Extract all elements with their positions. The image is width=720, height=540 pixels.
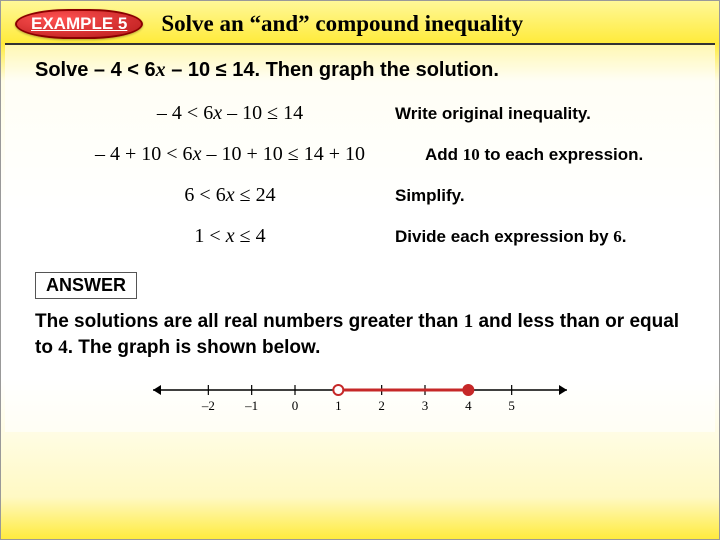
step-math: – 4 < 6x – 10 ≤ 14 [35, 102, 395, 125]
step-row: – 4 + 10 < 6x – 10 + 10 ≤ 14 + 10 Add 10… [35, 143, 685, 166]
svg-text:3: 3 [422, 398, 429, 413]
content-area: Solve – 4 < 6x – 10 ≤ 14. Then graph the… [5, 45, 715, 432]
svg-text:1: 1 [335, 398, 342, 413]
step-row: 1 < x ≤ 4 Divide each expression by 6. [35, 225, 685, 248]
problem-suffix: Then graph the solution. [260, 59, 499, 81]
step-desc: Add 10 to each expression. [425, 145, 685, 165]
problem-prefix: Solve [35, 59, 94, 81]
step-math: 6 < 6x ≤ 24 [35, 184, 395, 207]
page-title: Solve an “and” compound inequality [161, 11, 523, 37]
number-line-graph: –2 –1 0 1 2 3 4 5 [145, 374, 575, 424]
answer-label: ANSWER [35, 272, 137, 299]
step-desc: Simplify. [395, 186, 685, 206]
step-math: 1 < x ≤ 4 [35, 225, 395, 248]
svg-text:5: 5 [508, 398, 514, 413]
header: EXAMPLE 5 Solve an “and” compound inequa… [5, 1, 715, 45]
step-row: – 4 < 6x – 10 ≤ 14 Write original inequa… [35, 102, 685, 125]
step-row: 6 < 6x ≤ 24 Simplify. [35, 184, 685, 207]
svg-text:–1: –1 [244, 398, 258, 413]
step-desc: Write original inequality. [395, 104, 685, 124]
step-math: – 4 + 10 < 6x – 10 + 10 ≤ 14 + 10 [35, 143, 425, 166]
step-desc: Divide each expression by 6. [395, 227, 685, 247]
problem-statement: Solve – 4 < 6x – 10 ≤ 14. Then graph the… [35, 59, 685, 82]
svg-text:0: 0 [292, 398, 299, 413]
example-badge: EXAMPLE 5 [15, 9, 143, 39]
svg-text:2: 2 [378, 398, 385, 413]
svg-text:4: 4 [465, 398, 472, 413]
problem-inequality: – 4 < 6x – 10 ≤ 14. [94, 59, 260, 81]
answer-text: The solutions are all real numbers great… [35, 309, 685, 360]
svg-text:–2: –2 [201, 398, 215, 413]
